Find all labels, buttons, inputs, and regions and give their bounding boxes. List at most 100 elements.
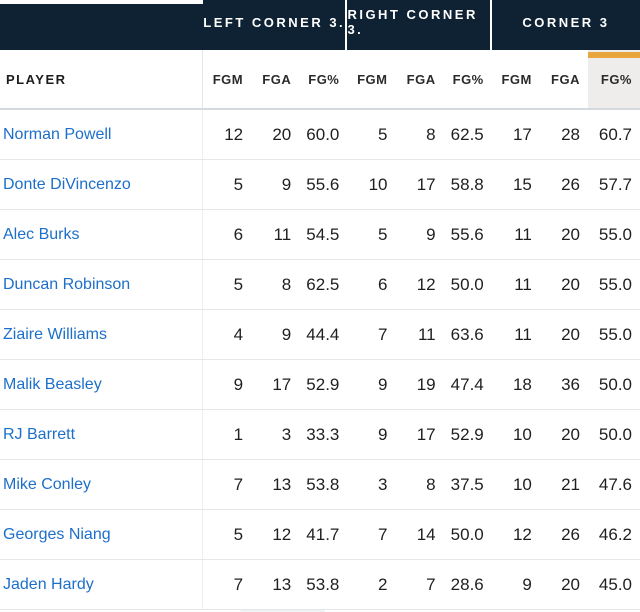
column-header-fgm-right-corner-3[interactable]: FGM (357, 71, 388, 87)
stat-cell: 7 (378, 524, 388, 544)
player-cell: Norman Powell (0, 110, 203, 159)
player-cell: Alec Burks (0, 210, 203, 259)
stat-cell: 54.5 (306, 224, 340, 244)
stat-cell: 19 (416, 374, 436, 394)
stat-cell: 18 (512, 374, 532, 394)
row-stat-cells: 5 8 62.5 6 12 50.0 11 20 55.0 (203, 260, 640, 309)
stat-cell: 12 (512, 524, 532, 544)
player-cell: Duncan Robinson (0, 260, 203, 309)
group-header-corner-3: CORNER 3 (489, 0, 640, 50)
stat-cell: 62.5 (306, 274, 340, 294)
table-row: Mike Conley 7 13 53.8 3 8 37.5 10 21 47.6 (0, 460, 640, 510)
stat-cell: 44.4 (306, 324, 340, 344)
table-row: Duncan Robinson 5 8 62.5 6 12 50.0 11 20 55.0 (0, 260, 640, 310)
stat-cell: 11 (273, 224, 292, 244)
stat-cell: 9 (233, 374, 244, 394)
column-header-fgpct-right-corner-3[interactable]: FG% (452, 71, 484, 87)
player-link[interactable]: Ziaire Williams (3, 325, 107, 343)
stat-cell: 9 (281, 174, 292, 194)
stat-cell: 55.0 (598, 224, 632, 244)
column-header-fgpct-left-corner-3[interactable]: FG% (308, 71, 340, 87)
stat-cell: 11 (514, 324, 532, 344)
stat-cell: 50.0 (598, 374, 632, 394)
player-link[interactable]: Norman Powell (3, 125, 112, 143)
stat-cell: 3 (378, 474, 388, 494)
stat-cell: 37.5 (450, 474, 484, 494)
stat-cell: 47.4 (450, 374, 484, 394)
player-link[interactable]: Malik Beasley (3, 375, 102, 393)
stat-cell: 55.0 (598, 324, 632, 344)
table-row: Alec Burks 6 11 54.5 5 9 55.6 11 20 55.0 (0, 210, 640, 260)
stat-cell: 55.6 (450, 224, 484, 244)
stat-cell: 11 (514, 274, 532, 294)
stat-cell: 13 (272, 574, 292, 594)
stat-cell: 26 (561, 174, 580, 194)
stat-cell: 55.0 (598, 274, 632, 294)
column-header-fga-corner-3[interactable]: FGA (551, 71, 580, 87)
group-header-right-corner-3: RIGHT CORNER 3. (345, 0, 490, 50)
player-link[interactable]: Jaden Hardy (3, 575, 94, 593)
stat-cell: 10 (512, 474, 532, 494)
stat-cell: 5 (378, 124, 388, 144)
row-stat-cells: 5 12 41.7 7 14 50.0 12 26 46.2 (203, 510, 640, 559)
horizontal-scrollbar-thumb[interactable] (240, 610, 325, 612)
stat-cell: 10 (368, 174, 388, 194)
stat-cell: 46.2 (598, 524, 632, 544)
player-cell: Jaden Hardy (0, 560, 203, 609)
player-cell: Donte DiVincenzo (0, 160, 203, 209)
stat-cell: 5 (233, 174, 244, 194)
player-column-header[interactable]: PLAYER (0, 50, 203, 108)
stat-cell: 62.5 (450, 124, 484, 144)
player-cell: Malik Beasley (0, 360, 203, 409)
table-row: Norman Powell 12 20 60.0 5 8 62.5 17 28 60.7 (0, 110, 640, 160)
stat-cell: 5 (233, 274, 244, 294)
table-body: Norman Powell 12 20 60.0 5 8 62.5 17 28 60.7 Don… (0, 110, 640, 610)
group-header-spacer (0, 0, 203, 50)
row-stat-cells: 5 9 55.6 10 17 58.8 15 26 57.7 (203, 160, 640, 209)
stat-cell: 50.0 (450, 274, 484, 294)
stat-cell: 15 (512, 174, 532, 194)
player-link[interactable]: Georges Niang (3, 525, 111, 543)
stat-cell: 6 (233, 224, 244, 244)
stat-cell: 17 (272, 374, 292, 394)
column-header-fgm-left-corner-3[interactable]: FGM (212, 71, 244, 87)
stat-cell: 7 (233, 574, 244, 594)
stat-cell: 20 (561, 224, 580, 244)
player-cell: Georges Niang (0, 510, 203, 559)
stat-cell: 50.0 (598, 424, 632, 444)
stat-cell: 47.6 (598, 474, 632, 494)
player-link[interactable]: Duncan Robinson (3, 275, 131, 293)
player-link[interactable]: Donte DiVincenzo (3, 175, 131, 193)
stat-cell: 8 (426, 474, 436, 494)
stat-cell: 4 (233, 324, 244, 344)
player-link[interactable]: Alec Burks (3, 225, 80, 243)
stat-column-headers: FGM FGA FG% FGM FGA FG% FGM FGA FG% (203, 50, 640, 108)
column-header-fga-left-corner-3[interactable]: FGA (262, 71, 292, 87)
stat-cell: 7 (378, 324, 388, 344)
column-header-fgpct-corner-3[interactable]: FG% (588, 50, 640, 108)
stat-cell: 20 (561, 324, 580, 344)
stat-cell: 12 (416, 274, 436, 294)
stat-cell: 9 (281, 324, 292, 344)
sort-accent-bar (588, 52, 640, 58)
stat-cell: 8 (426, 124, 436, 144)
stat-cell: 5 (233, 524, 244, 544)
player-cell: RJ Barrett (0, 410, 203, 459)
player-link[interactable]: Mike Conley (3, 475, 92, 493)
stat-cell: 3 (281, 424, 292, 444)
column-header-fga-right-corner-3[interactable]: FGA (406, 71, 436, 87)
stat-cell: 20 (272, 124, 292, 144)
player-cell: Ziaire Williams (0, 310, 203, 359)
column-header-fgm-corner-3[interactable]: FGM (501, 71, 532, 87)
stat-cell: 63.6 (450, 324, 484, 344)
row-stat-cells: 4 9 44.4 7 11 63.6 11 20 55.0 (203, 310, 640, 359)
stat-cell: 20 (561, 574, 580, 594)
stat-cell: 28 (561, 124, 580, 144)
column-header-row: PLAYER FGM FGA FG% FGM FGA FG% FGM FGA FG% (0, 50, 640, 110)
table-row: Donte DiVincenzo 5 9 55.6 10 17 58.8 15 26 57.7 (0, 160, 640, 210)
stat-cell: 53.8 (306, 474, 340, 494)
stat-cell: 17 (416, 174, 436, 194)
stat-cell: 7 (426, 574, 436, 594)
player-link[interactable]: RJ Barrett (3, 425, 76, 443)
group-header-left-corner-3: LEFT CORNER 3. (203, 0, 346, 50)
